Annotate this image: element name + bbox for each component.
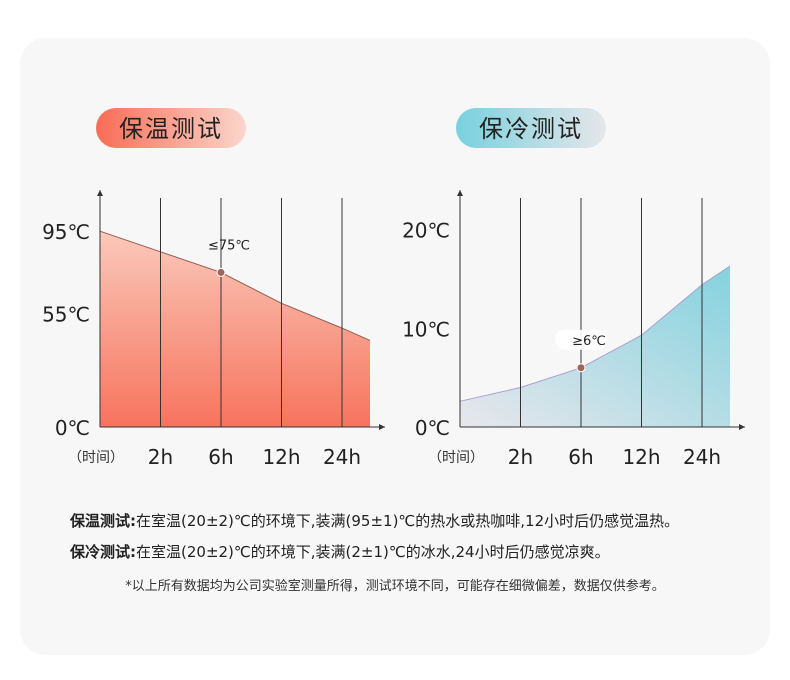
y-tick-label: 10℃ (402, 317, 450, 341)
title-badge (96, 108, 246, 148)
value-label: ≤75℃ (208, 238, 250, 253)
data-point (216, 267, 226, 277)
x-tick-label: 2h (508, 445, 533, 469)
area (460, 266, 730, 427)
y-tick-label: 0℃ (55, 416, 90, 440)
x-arrow (739, 424, 745, 430)
x-tick-label: 6h (208, 445, 233, 469)
y-tick-label: 20℃ (402, 219, 450, 243)
note-label: 保温测试: (70, 512, 136, 530)
area (100, 231, 370, 427)
chart: 保温测试 2h 6h 12h 24h （时间） 0℃ 55℃ 95℃ ≤75℃ 保冷测试 2h 6h 12… (42, 108, 745, 469)
value-label-bg (555, 329, 607, 350)
y-arrow (97, 190, 103, 196)
x-axis-label: （时间） (68, 450, 124, 466)
y-tick-label: 0℃ (415, 416, 450, 440)
note: 保温测试:在室温(20±2)℃的环境下,装满(95±1)℃的热水或热咖啡,12小… (70, 510, 679, 531)
chart-title: 保温测试 (119, 115, 223, 143)
line (459, 265, 731, 402)
note-text: 在室温(20±2)℃的环境下,装满(2±1)℃的冰水,24小时后仍感觉凉爽。 (136, 543, 610, 561)
x-tick-label: 2h (148, 445, 173, 469)
title-badge (456, 108, 606, 148)
line (99, 230, 371, 341)
x-arrow (379, 424, 385, 430)
y-arrow (457, 190, 463, 196)
x-tick-label: 12h (622, 445, 660, 469)
x-tick-label: 6h (568, 445, 593, 469)
note: 保冷测试:在室温(20±2)℃的环境下,装满(2±1)℃的冰水,24小时后仍感觉… (70, 541, 679, 562)
value-label: ≥6℃ (572, 334, 606, 349)
y-tick-label: 95℃ (42, 220, 90, 244)
data-point (576, 363, 586, 373)
footnote: *以上所有数据均为公司实验室测量所得，测试环境不同，可能存在细微偏差，数据仅供参… (125, 579, 665, 594)
x-axis-label: （时间） (428, 450, 484, 466)
note-text: 在室温(20±2)℃的环境下,装满(95±1)℃的热水或热咖啡,12小时后仍感觉… (136, 512, 680, 530)
x-tick-label: 24h (323, 445, 361, 469)
note-label: 保冷测试: (70, 543, 136, 561)
chart-title: 保冷测试 (479, 115, 583, 143)
x-tick-label: 24h (683, 445, 721, 469)
y-tick-label: 55℃ (42, 303, 90, 327)
x-tick-label: 12h (262, 445, 300, 469)
notes: 保温测试:在室温(20±2)℃的环境下,装满(95±1)℃的热水或热咖啡,12小… (70, 510, 679, 572)
